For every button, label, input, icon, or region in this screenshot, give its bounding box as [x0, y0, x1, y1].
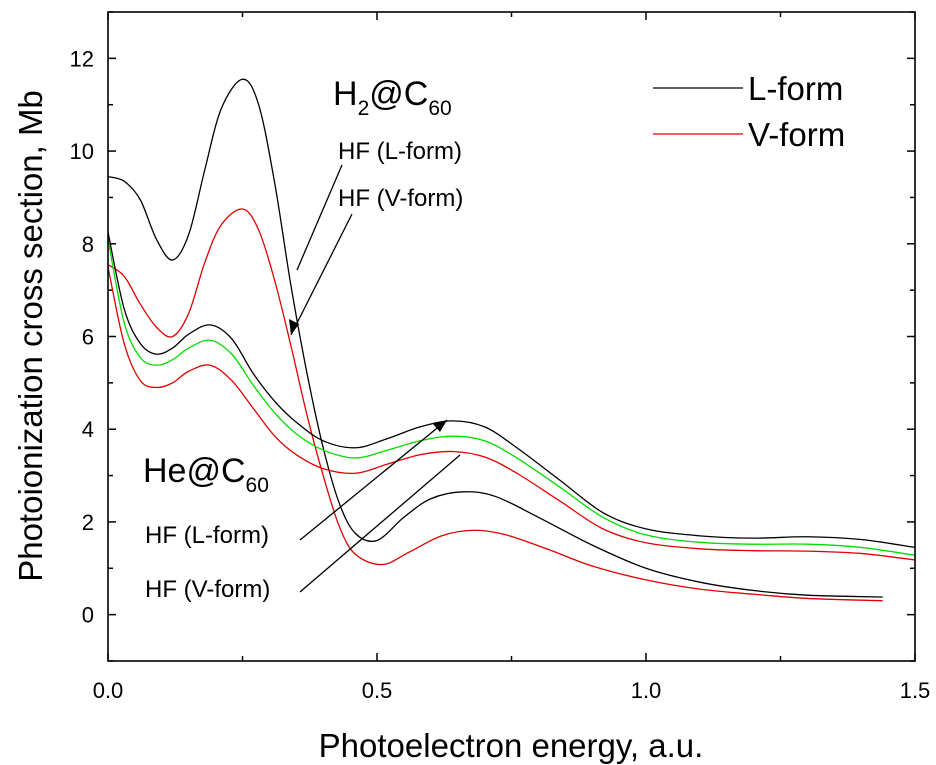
h2-hf-v-form-label: HF (V-form)	[338, 185, 463, 212]
h2-sub-60: 60	[428, 97, 451, 120]
series-line-2	[107, 232, 916, 549]
legend: L-form V-form	[653, 70, 845, 153]
h2-hf-l-arrow	[296, 164, 343, 271]
h2-sub-2: 2	[358, 97, 370, 120]
y-tick-label: 10	[70, 139, 94, 164]
x-tick-label: 0.0	[93, 678, 124, 703]
x-axis-label: Photoelectron energy, a.u.	[319, 727, 704, 764]
y-tick-label: 6	[82, 325, 94, 350]
he-base: He@C	[143, 452, 246, 490]
x-tick-label: 1.0	[631, 678, 662, 703]
legend-label-v-form: V-form	[748, 116, 845, 153]
he-hf-l-arrowhead	[433, 420, 447, 432]
y-tick-label: 4	[82, 417, 94, 442]
series-line-4	[107, 266, 916, 561]
series-line-0	[107, 78, 883, 598]
y-tick-label: 8	[82, 232, 94, 257]
he-hf-v-form-label: HF (V-form)	[145, 576, 270, 603]
h2-hf-v-arrowhead	[289, 319, 299, 335]
x-tick-label: 0.5	[362, 678, 393, 703]
h2-hf-v-arrow	[290, 213, 353, 336]
y-tick-label: 2	[82, 510, 94, 535]
he-hf-v-arrow	[299, 454, 461, 593]
y-tick-labels: 0 2 4 6 8 10 12	[70, 46, 94, 627]
series-line-1	[107, 208, 883, 602]
h2-c60-annotation: H2@C60 HF (L-form) HF (V-form)	[289, 75, 463, 336]
series-line-3	[107, 239, 916, 556]
h2-c60-title: H2@C60	[333, 75, 452, 120]
data-curves	[107, 78, 916, 602]
y-axis-label: Photoionization cross section, Mb	[12, 90, 49, 582]
he-c60-annotation: He@C60 HF (L-form) HF (V-form)	[143, 419, 461, 603]
he-sub-60: 60	[246, 474, 269, 497]
y-tick-label: 0	[82, 603, 94, 628]
he-hf-l-form-label: HF (L-form)	[145, 522, 269, 549]
h2-at-c: @C	[369, 75, 428, 113]
x-tick-labels: 0.0 0.5 1.0 1.5	[93, 678, 931, 703]
he-c60-title: He@C60	[143, 452, 269, 497]
he-hf-l-arrow	[299, 419, 448, 541]
x-tick-label: 1.5	[900, 678, 931, 703]
h2-base: H	[333, 75, 358, 113]
plot-frame	[107, 11, 916, 662]
legend-label-l-form: L-form	[748, 70, 843, 107]
y-tick-label: 12	[70, 46, 94, 71]
h2-hf-l-form-label: HF (L-form)	[338, 138, 462, 165]
